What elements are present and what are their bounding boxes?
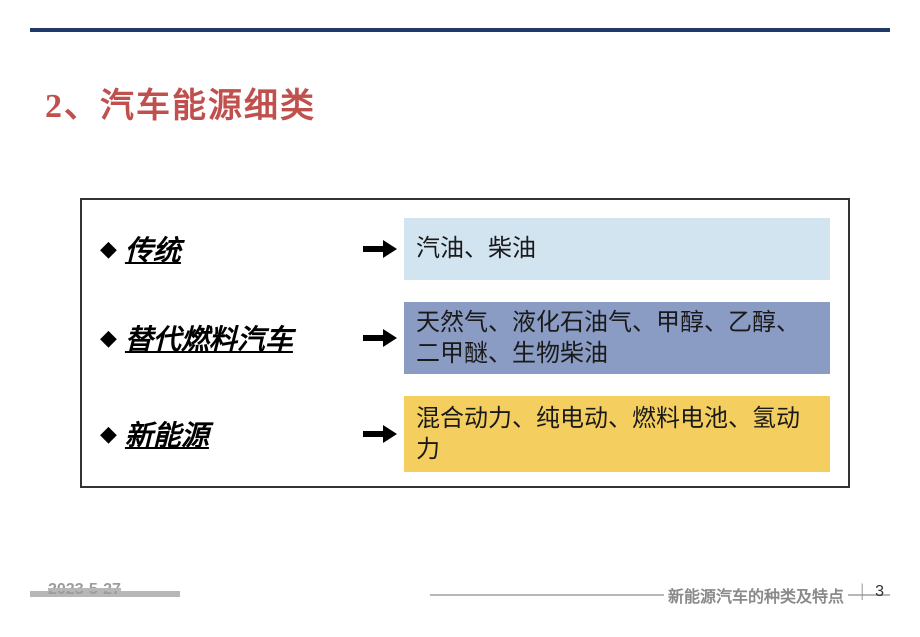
category-label: 替代燃料汽车 (125, 318, 293, 358)
diamond-bullet-icon: ◆ (100, 236, 117, 262)
category-desc: 天然气、液化石油气、甲醇、乙醇、二甲醚、生物柴油 (404, 302, 830, 374)
category-left: ◆ 新能源 (100, 414, 356, 454)
diamond-bullet-icon: ◆ (100, 325, 117, 351)
category-left: ◆ 替代燃料汽车 (100, 318, 356, 358)
category-desc: 混合动力、纯电动、燃料电池、氢动力 (404, 396, 830, 472)
category-label: 传统 (125, 229, 181, 269)
footer-subtitle: 新能源汽车的种类及特点 (664, 583, 848, 607)
category-left: ◆ 传统 (100, 229, 356, 269)
footer: 2023-5-27 新能源汽车的种类及特点 | 3 (0, 575, 920, 603)
arrow-icon (356, 239, 404, 259)
arrow-icon (356, 328, 404, 348)
category-row-alternative: ◆ 替代燃料汽车 天然气、液化石油气、甲醇、乙醇、二甲醚、生物柴油 (100, 302, 830, 374)
footer-page-number: 3 (875, 583, 884, 601)
content-box: ◆ 传统 汽油、柴油 ◆ 替代燃料汽车 天然气、液化石油气、甲醇、乙醇、二甲醚、… (80, 198, 850, 488)
category-desc: 汽油、柴油 (404, 218, 830, 280)
footer-divider-icon: | (860, 580, 864, 601)
category-row-traditional: ◆ 传统 汽油、柴油 (100, 218, 830, 280)
slide-title: 2、汽车能源细类 (45, 78, 316, 127)
arrow-icon (356, 424, 404, 444)
diamond-bullet-icon: ◆ (100, 421, 117, 447)
category-row-newenergy: ◆ 新能源 混合动力、纯电动、燃料电池、氢动力 (100, 396, 830, 472)
category-label: 新能源 (125, 414, 209, 454)
footer-date: 2023-5-27 (48, 581, 121, 599)
top-rule (30, 28, 890, 32)
